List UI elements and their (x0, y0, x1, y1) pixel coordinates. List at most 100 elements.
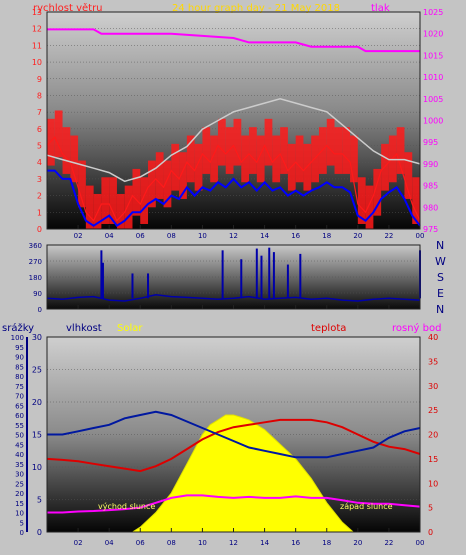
temperature-tick-label: 30 (428, 382, 438, 391)
direction-tick-label: 360 (29, 242, 42, 250)
top-x-tick-label: 06 (136, 232, 145, 240)
top-x-tick-label: 00 (416, 232, 425, 240)
wind-bar (179, 152, 187, 199)
chart-marks (46, 28, 421, 533)
pressure-tick-label: 980 (423, 203, 438, 212)
top-x-tick-label: 18 (322, 232, 331, 240)
humidity-tick-label: 5 (37, 496, 42, 505)
solar-area (130, 414, 355, 533)
compass-w: W (435, 255, 446, 268)
wind-bar (54, 110, 63, 158)
wind-tick-label: 2 (37, 192, 42, 201)
wind-bar (132, 168, 141, 216)
axes: 0123456789101112139759809859909951000100… (11, 8, 444, 547)
humidity-line (47, 410, 421, 459)
wind-tick-label: 3 (37, 175, 42, 184)
rain-tick-label: 40 (15, 451, 24, 459)
humidity-tick-label: 10 (32, 463, 42, 472)
wind-tick-label: 7 (37, 108, 42, 117)
rain-tick-label: 45 (15, 441, 24, 449)
wind-bar (109, 177, 117, 224)
humidity-tick-label: 20 (32, 398, 42, 407)
rain-tick-label: 10 (15, 510, 24, 518)
rain-tick-label: 0 (20, 529, 24, 537)
temperature-axis-title: teplota (311, 323, 346, 334)
pressure-tick-label: 1000 (423, 117, 443, 126)
temperature-tick-label: 10 (428, 479, 438, 488)
wind-bar (171, 143, 180, 191)
bottom-x-tick-label: 18 (322, 539, 331, 547)
wind-bar (365, 185, 374, 229)
wind-tick-label: 8 (37, 91, 42, 100)
humidity-axis-title: vlhkost (66, 323, 102, 334)
top-x-tick-label: 20 (353, 232, 362, 240)
wind-bar (412, 177, 420, 224)
temperature-tick-label: 20 (428, 431, 438, 440)
pressure-tick-label: 1015 (423, 51, 443, 60)
bottom-x-tick-label: 08 (167, 539, 176, 547)
pressure-tick-label: 990 (423, 160, 438, 169)
bottom-x-tick-label: 14 (260, 539, 269, 547)
wind-plot-frame (46, 11, 421, 230)
wind-bar (210, 135, 218, 183)
direction-tick-label: 90 (33, 290, 42, 298)
rain-tick-label: 35 (15, 461, 24, 469)
bottom-x-tick-label: 02 (74, 539, 83, 547)
top-x-tick-label: 08 (167, 232, 176, 240)
wind-bar (373, 168, 382, 216)
grey-trace-line (46, 98, 421, 183)
wind-bar (140, 177, 149, 224)
pressure-tick-label: 1020 (423, 30, 443, 39)
bottom-x-tick-label: 00 (416, 539, 425, 547)
bottom-x-tick-label: 16 (291, 539, 300, 547)
wind-bar (186, 135, 195, 183)
wind-bar (396, 127, 405, 174)
wind-bar (217, 118, 226, 166)
dewpoint-axis-title: rosný bod (392, 322, 441, 334)
compass-s: S (437, 271, 444, 284)
humidity-tick-label: 0 (37, 528, 42, 537)
climate-plot-frame (46, 336, 421, 533)
top-x-tick-label: 10 (198, 232, 207, 240)
sunset-label: západ slunce (340, 502, 393, 511)
rain-tick-label: 5 (20, 519, 24, 527)
pressure-tick-label: 985 (423, 182, 438, 191)
top-x-tick-label: 12 (229, 232, 238, 240)
top-x-tick-label: 22 (384, 232, 393, 240)
temperature-tick-label: 40 (428, 333, 438, 342)
compass-e: E (437, 287, 444, 300)
temperature-line (46, 418, 421, 473)
top-x-tick-label: 14 (260, 232, 269, 240)
wind-bar (233, 118, 242, 166)
pressure-tick-label: 1005 (423, 95, 443, 104)
rain-tick-label: 30 (15, 471, 24, 479)
rain-tick-label: 60 (15, 412, 24, 420)
wind-tick-label: 0 (37, 225, 42, 234)
pressure-tick-label: 995 (423, 138, 438, 147)
wind-tick-label: 12 (32, 25, 42, 34)
humidity-tick-label: 30 (32, 333, 42, 342)
wind-bar (249, 127, 257, 174)
wind-bar (85, 185, 94, 229)
wind-bar (163, 160, 172, 208)
rain-tick-label: 15 (15, 500, 24, 508)
dewpoint-line (47, 494, 421, 514)
humidity-tick-label: 15 (32, 431, 42, 440)
bottom-x-tick-label: 06 (136, 539, 145, 547)
direction-tick-label: 270 (29, 258, 42, 266)
sunrise-label: východ slunce (98, 502, 155, 511)
top-x-tick-label: 16 (291, 232, 300, 240)
pressure-axis-title: tlak (371, 3, 390, 14)
humidity-tick-label: 25 (32, 366, 42, 375)
temperature-tick-label: 0 (428, 528, 433, 537)
top-x-tick-label: 02 (74, 232, 83, 240)
wind-tick-label: 6 (37, 125, 42, 134)
wind-tick-label: 9 (37, 75, 42, 84)
wind-bar (256, 135, 265, 183)
wind-bar (404, 152, 413, 199)
rain-tick-label: 25 (15, 480, 24, 488)
rain-tick-label: 100 (11, 334, 24, 342)
rain-tick-label: 80 (15, 373, 24, 381)
bottom-x-tick-label: 22 (384, 539, 393, 547)
